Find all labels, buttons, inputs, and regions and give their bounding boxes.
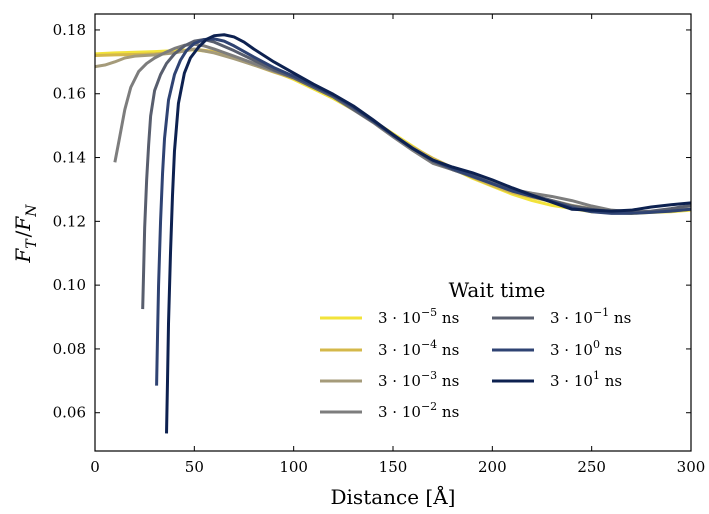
x-tick-label: 200: [478, 458, 507, 476]
ticks-layer: 0 50 100 150 200 250 300 0.06 0.08 0.10 0.12 0.14 0.…: [53, 14, 706, 476]
series-line-3: [113, 42, 691, 214]
legend-label-2: 3 · 10−3 ns: [378, 369, 459, 390]
x-tick-label: 300: [677, 458, 706, 476]
y-tick-label: 0.16: [53, 85, 86, 103]
x-tick-label: 150: [379, 458, 408, 476]
y-tick-label: 0.18: [53, 21, 86, 39]
legend-label-4: 3 · 10−1 ns: [550, 306, 631, 327]
x-tick-label: 50: [185, 458, 204, 476]
y-tick-label: 0.06: [53, 404, 86, 422]
x-tick-label: 0: [90, 458, 100, 476]
legend-label-3: 3 · 10−2 ns: [378, 400, 459, 421]
x-tick-label: 100: [279, 458, 308, 476]
legend-title: Wait time: [449, 278, 546, 302]
legend-label-0: 3 · 10−5 ns: [378, 306, 459, 327]
x-tick-label: 250: [577, 458, 606, 476]
y-tick-label: 0.14: [53, 149, 86, 167]
legend-label-1: 3 · 10−4 ns: [378, 338, 459, 359]
series-line-6: [165, 33, 691, 434]
x-axis-label: Distance [Å]: [331, 484, 456, 509]
y-tick-label: 0.08: [53, 340, 86, 358]
series-line-4: [141, 38, 691, 310]
y-tick-label: 0.12: [53, 212, 86, 230]
legend-label-6: 3 · 101 ns: [550, 369, 622, 390]
y-tick-label: 0.10: [53, 276, 86, 294]
y-axis-label: FT /FN: [11, 202, 40, 263]
legend-label-5: 3 · 100 ns: [550, 338, 622, 359]
legend: Wait time 3 · 10−5 ns 3 · 10−4 ns 3 · 10−3…: [320, 278, 631, 421]
series-layer: [95, 33, 691, 434]
